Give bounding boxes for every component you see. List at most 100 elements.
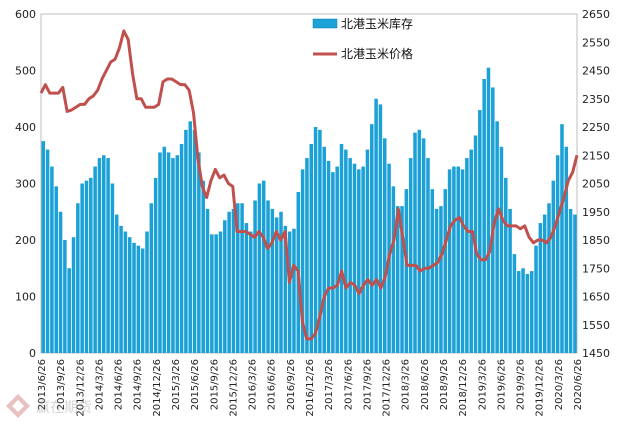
inventory-bar [391, 186, 396, 353]
inventory-bar [300, 169, 305, 354]
inventory-bar [421, 138, 426, 353]
inventory-bar [45, 149, 50, 353]
x-tick-label: 2013/12/26 [75, 359, 86, 417]
inventory-bar [227, 211, 231, 353]
left-axis-ticks: 0 100 200 300 400 500 600 [15, 8, 36, 360]
legend-label-inventory: 北港玉米库存 [341, 16, 413, 31]
right-tick-label: 1750 [582, 262, 610, 275]
inventory-bar [313, 127, 318, 353]
inventory-bar [374, 98, 378, 353]
inventory-bar [127, 237, 132, 353]
inventory-bar [534, 245, 538, 353]
inventory-bar [240, 203, 244, 353]
inventory-bar [93, 166, 97, 353]
inventory-bar [67, 268, 71, 353]
x-tick-label: 2016/12/26 [305, 359, 316, 417]
right-tick-label: 2050 [582, 178, 610, 191]
inventory-bar [110, 183, 115, 353]
inventory-bar [197, 152, 201, 353]
inventory-bar [253, 200, 257, 353]
inventory-bar [270, 208, 275, 353]
x-tick-label: 2017/6/26 [343, 359, 354, 410]
inventory-bar [447, 169, 452, 354]
x-tick-label: 2019/12/26 [535, 359, 546, 417]
inventory-bar [287, 231, 292, 353]
inventory-bar [188, 121, 192, 353]
inventory-bar [140, 248, 145, 353]
x-tick-label: 2018/12/26 [458, 359, 469, 417]
x-tick-label: 2016/6/26 [267, 359, 278, 410]
plot-area-border [40, 13, 578, 354]
right-tick-label: 1450 [582, 347, 610, 360]
inventory-bar [153, 177, 158, 353]
right-tick-label: 2250 [582, 121, 610, 134]
inventory-bar [205, 208, 210, 353]
inventory-bar [158, 152, 162, 353]
inventory-bar [564, 146, 569, 353]
x-tick-label: 2019/6/26 [496, 359, 507, 410]
x-tick-label: 2020/6/26 [573, 359, 584, 410]
inventory-bars [41, 67, 577, 354]
inventory-bar [84, 180, 89, 353]
inventory-bar [166, 152, 171, 353]
x-tick-label: 2013/9/26 [56, 359, 67, 410]
inventory-bar [508, 208, 512, 353]
inventory-bar [279, 211, 283, 353]
left-tick-label: 200 [15, 234, 36, 247]
inventory-bar [542, 214, 547, 353]
inventory-bar [218, 231, 223, 353]
inventory-bar [236, 203, 240, 353]
inventory-bar [395, 206, 400, 353]
inventory-bar [58, 211, 63, 353]
inventory-bar [516, 271, 521, 353]
x-tick-label: 2015/6/26 [190, 359, 201, 410]
right-tick-label: 2350 [582, 93, 610, 106]
inventory-bar [525, 273, 530, 353]
price-series-line [39, 29, 579, 341]
right-tick-label: 1850 [582, 234, 610, 247]
inventory-bar [495, 121, 499, 353]
x-tick-label: 2015/3/26 [171, 359, 182, 410]
inventory-bar [171, 158, 175, 353]
x-axis-ticks: 2013/6/26 2013/9/26 2013/12/26 2014/3/26 201… [37, 359, 584, 417]
inventory-bar [54, 186, 58, 353]
inventory-bar [119, 225, 123, 354]
inventory-bar [335, 166, 339, 353]
inventory-bar [318, 129, 322, 353]
inventory-bar [456, 166, 460, 353]
inventory-bar [378, 104, 383, 354]
inventory-bar [261, 180, 266, 353]
inventory-bar [400, 206, 404, 353]
left-tick-label: 400 [15, 121, 36, 134]
left-tick-label: 100 [15, 291, 36, 304]
inventory-bar [486, 67, 491, 354]
inventory-bar [357, 169, 361, 354]
inventory-bar [106, 158, 110, 353]
inventory-bar [339, 143, 344, 353]
left-tick-label: 300 [15, 178, 36, 191]
inventory-bar [560, 124, 564, 353]
left-tick-label: 600 [15, 8, 36, 21]
right-tick-label: 1550 [582, 319, 610, 332]
inventory-bar [529, 271, 534, 353]
right-tick-label: 2450 [582, 65, 610, 78]
inventory-bar [145, 231, 149, 353]
inventory-bar [41, 141, 46, 354]
x-tick-label: 2017/9/26 [362, 359, 373, 410]
inventory-bar [322, 146, 326, 353]
inventory-bar [404, 189, 409, 353]
inventory-bar [214, 234, 218, 353]
inventory-bar [430, 189, 435, 353]
inventory-bar [274, 217, 279, 353]
legend-label-price: 北港玉米价格 [341, 46, 413, 61]
x-tick-label: 2018/3/26 [401, 359, 412, 410]
inventory-bar [201, 180, 205, 353]
x-tick-label: 2018/6/26 [420, 359, 431, 410]
inventory-bar [223, 220, 227, 353]
inventory-bar [352, 163, 357, 353]
inventory-bar [482, 78, 486, 353]
watermark-text: 赢在期货 [36, 399, 92, 416]
right-tick-label: 2550 [582, 36, 610, 49]
inventory-bar [504, 177, 508, 353]
